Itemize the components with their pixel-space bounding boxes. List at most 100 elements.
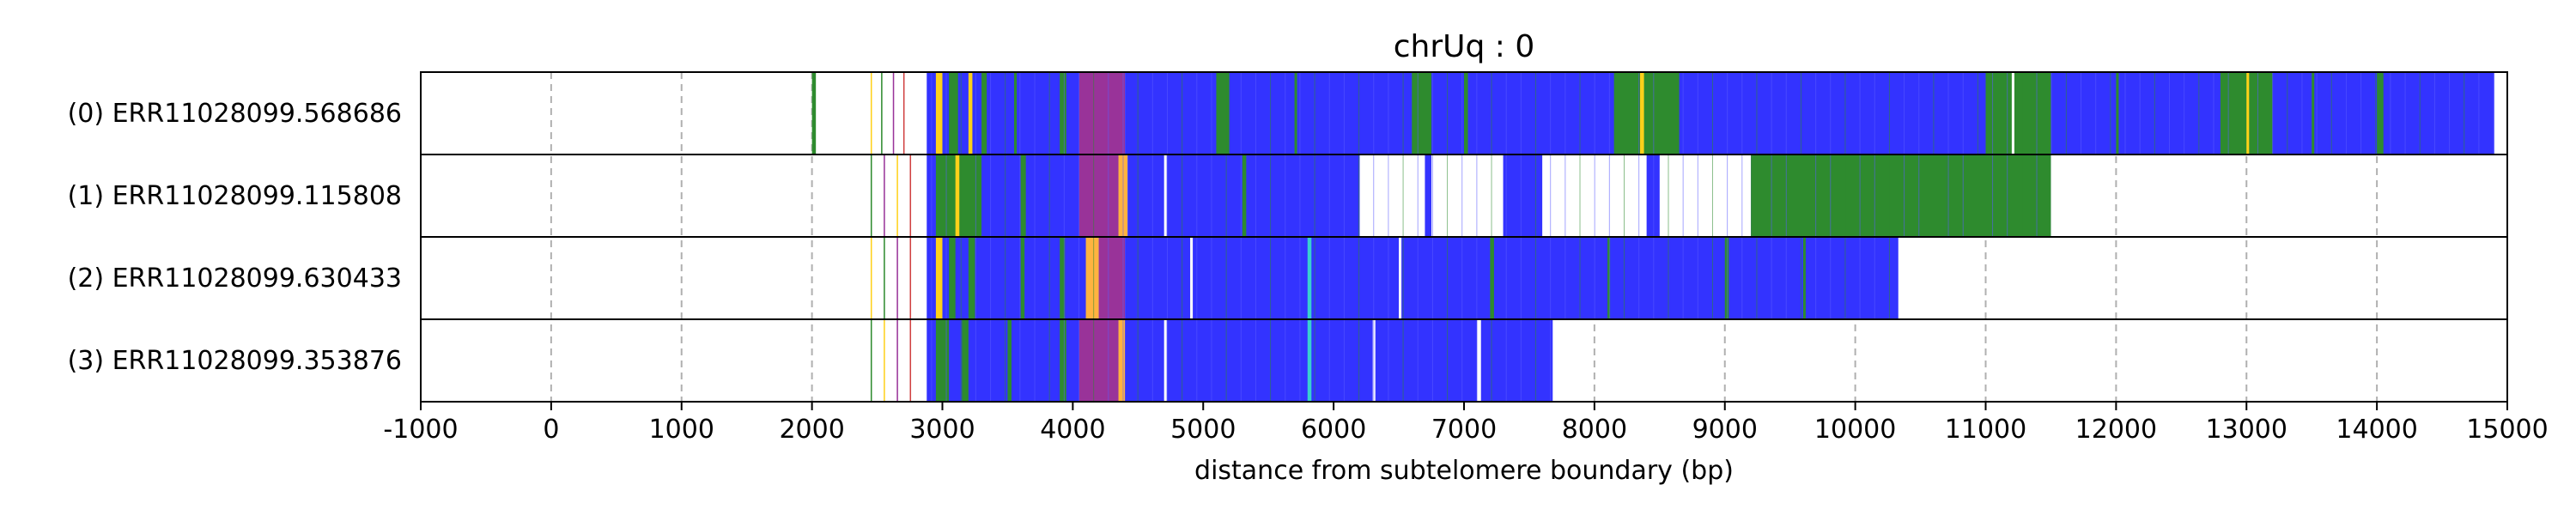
read-segment: [968, 73, 973, 154]
read-segment: [1125, 320, 1553, 401]
read-row: [870, 238, 1899, 318]
x-tick-label: 1000: [649, 415, 714, 445]
read-segment: [1216, 73, 1230, 154]
read-segment: [1490, 238, 1494, 318]
read-segment: [896, 155, 898, 236]
read-row: [811, 73, 2494, 154]
read-segment: [1060, 73, 1066, 154]
read-segment: [884, 238, 885, 318]
read-segment: [1020, 155, 1026, 236]
read-segment: [935, 238, 943, 318]
read-segment: [962, 320, 969, 401]
read-segment: [2116, 73, 2119, 154]
x-axis-label: distance from subtelomere boundary (bp): [1194, 456, 1734, 486]
read-segment: [935, 320, 950, 401]
x-tick-label: 2000: [779, 415, 844, 445]
read-segment: [1724, 238, 1729, 318]
read-segment: [2246, 73, 2250, 154]
x-tick-label: 11000: [1945, 415, 2026, 445]
read-segment: [892, 73, 895, 154]
read-segment: [896, 320, 898, 401]
read-segment: [1163, 320, 1167, 401]
x-tick-label: 4000: [1040, 415, 1105, 445]
read-segment: [1294, 73, 1297, 154]
read-segment: [968, 238, 975, 318]
read-segment: [1118, 320, 1126, 401]
read-segment: [1640, 73, 1644, 154]
read-segment: [1307, 238, 1312, 318]
read-row: [870, 155, 2051, 236]
x-tick-label: 9000: [1692, 415, 1758, 445]
read-segment: [955, 155, 960, 236]
read-segment: [1060, 238, 1066, 318]
read-segment: [870, 155, 872, 236]
read-segment: [1985, 73, 2051, 154]
read-segment: [1163, 155, 1167, 236]
read-segment: [1431, 155, 1504, 236]
read-segment: [1477, 320, 1481, 401]
read-segment: [1659, 155, 1752, 236]
chart-title: chrUq : 0: [1394, 29, 1535, 64]
read-segment: [870, 320, 872, 401]
x-tick-label: 6000: [1301, 415, 1366, 445]
read-segment: [902, 73, 905, 154]
read-segment: [909, 320, 912, 401]
x-axis: -1000 0 1000 2000 3000 4000 5000 6000 7000 8000 90…: [383, 402, 2549, 445]
read-segment: [2377, 73, 2384, 154]
x-tick-label: 7000: [1431, 415, 1497, 445]
read-label: (3) ERR11028099.353876: [68, 346, 402, 376]
x-tick-label: 5000: [1170, 415, 1236, 445]
read-segment: [909, 155, 912, 236]
read-segment: [1020, 238, 1025, 318]
read-segment: [896, 238, 898, 318]
read-segment: [884, 155, 885, 236]
x-tick-label: 8000: [1562, 415, 1627, 445]
read-label: (0) ERR11028099.568686: [68, 99, 402, 129]
read-segment: [811, 73, 817, 154]
read-segment: [1946, 155, 2051, 236]
x-tick-label: 14000: [2336, 415, 2417, 445]
bars-layer: [811, 73, 2494, 401]
read-segment: [1085, 238, 1099, 318]
read-segment: [870, 238, 872, 318]
read-segment: [1412, 73, 1432, 154]
read-segment: [1014, 73, 1018, 154]
x-tick-label: -1000: [383, 415, 458, 445]
read-segment: [1078, 155, 1119, 236]
read-segment: [2011, 73, 2014, 154]
read-segment: [1751, 155, 1947, 236]
read-segment: [949, 238, 956, 318]
read-segment: [1078, 73, 1126, 154]
read-segment: [1399, 238, 1402, 318]
read-segment: [1359, 155, 1425, 236]
read-segment: [881, 73, 883, 154]
read-label: (1) ERR11028099.115808: [68, 181, 402, 211]
read-segment: [1464, 73, 1468, 154]
read-segment: [1125, 238, 1899, 318]
read-segment: [1190, 238, 1194, 318]
x-tick-label: 12000: [2075, 415, 2157, 445]
x-tick-label: 15000: [2466, 415, 2548, 445]
read-segment: [1007, 320, 1012, 401]
read-segment: [949, 73, 958, 154]
read-segment: [870, 73, 872, 154]
read-segment: [1098, 238, 1126, 318]
x-tick-label: 10000: [1814, 415, 1896, 445]
x-tick-label: 13000: [2206, 415, 2287, 445]
read-segment: [935, 73, 943, 154]
read-segment: [909, 238, 912, 318]
read-segment: [1607, 238, 1611, 318]
read-segment: [884, 320, 885, 401]
read-segment: [1802, 238, 1806, 318]
row-labels: (0) ERR11028099.568686 (1) ERR11028099.11…: [68, 99, 402, 376]
x-tick-label: 3000: [909, 415, 975, 445]
read-segment: [2312, 73, 2315, 154]
read-segment: [1078, 320, 1119, 401]
read-segment: [1060, 320, 1066, 401]
x-tick-label: 0: [543, 415, 559, 445]
read-segment: [1242, 155, 1247, 236]
read-segment: [1125, 73, 2494, 154]
read-label: (2) ERR11028099.630433: [68, 264, 402, 294]
read-segment: [1307, 320, 1312, 401]
